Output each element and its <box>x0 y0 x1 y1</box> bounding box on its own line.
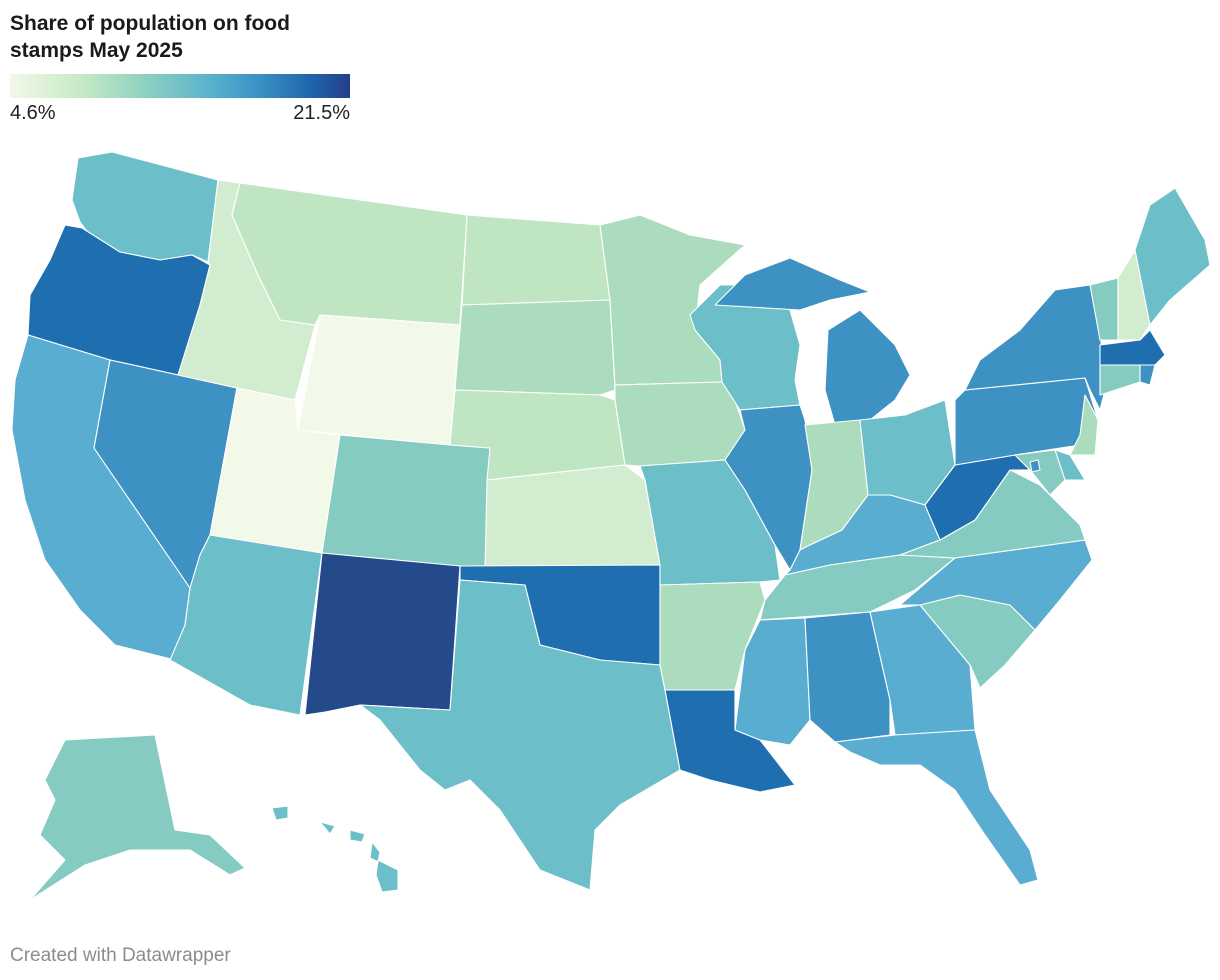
state-michigan[interactable] <box>714 257 911 426</box>
us-choropleth-map <box>11 151 1211 901</box>
state-rhode-island[interactable] <box>1139 364 1156 386</box>
legend-gradient-bar <box>10 74 350 98</box>
state-kansas[interactable] <box>484 464 661 571</box>
state-louisiana[interactable] <box>664 689 796 793</box>
state-texas[interactable] <box>359 579 681 891</box>
legend-max-label: 21.5% <box>293 102 350 124</box>
state-new-hampshire[interactable] <box>1117 249 1151 341</box>
state-iowa[interactable] <box>614 381 746 467</box>
state-colorado[interactable] <box>321 434 491 571</box>
state-connecticut[interactable] <box>1099 364 1141 396</box>
state-district-of-columbia[interactable] <box>1029 459 1041 473</box>
state-arizona[interactable] <box>169 534 323 716</box>
state-new-mexico[interactable] <box>304 552 461 716</box>
state-wyoming[interactable] <box>297 314 461 446</box>
state-maine[interactable] <box>1134 187 1211 326</box>
state-arkansas[interactable] <box>659 581 766 691</box>
state-maryland[interactable] <box>1014 449 1066 496</box>
state-new-jersey[interactable] <box>1069 394 1099 456</box>
state-alaska[interactable] <box>29 734 246 901</box>
legend-min-label: 4.6% <box>10 102 56 124</box>
state-hawaii[interactable] <box>271 805 399 893</box>
credit-line: Created with Datawrapper <box>10 945 231 966</box>
state-south-dakota[interactable] <box>454 299 616 396</box>
map-title: Share of population on food stamps May 2… <box>10 12 290 62</box>
color-legend: 4.6% 21.5% <box>10 74 350 124</box>
state-north-dakota[interactable] <box>461 214 611 306</box>
state-florida[interactable] <box>834 729 1039 886</box>
